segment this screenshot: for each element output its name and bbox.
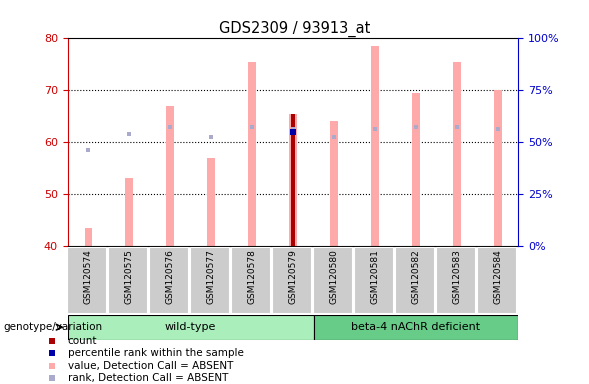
- Bar: [313, 247, 352, 313]
- Bar: [207, 157, 215, 246]
- Bar: [453, 62, 461, 246]
- Text: value, Detection Call = ABSENT: value, Detection Call = ABSENT: [68, 361, 233, 371]
- Bar: [125, 178, 133, 246]
- Bar: [249, 62, 256, 246]
- Bar: [330, 121, 337, 246]
- Bar: [272, 247, 311, 313]
- Text: wild-type: wild-type: [165, 322, 216, 333]
- Bar: [371, 46, 379, 246]
- Text: GSM120584: GSM120584: [494, 249, 502, 304]
- Text: GSM120578: GSM120578: [247, 249, 257, 304]
- Bar: [291, 114, 295, 246]
- Bar: [68, 315, 313, 340]
- Bar: [477, 247, 515, 313]
- Text: GSM120581: GSM120581: [370, 249, 379, 304]
- Text: GDS2309 / 93913_at: GDS2309 / 93913_at: [219, 21, 370, 37]
- Bar: [289, 114, 297, 246]
- Bar: [354, 247, 393, 313]
- Text: rank, Detection Call = ABSENT: rank, Detection Call = ABSENT: [68, 373, 228, 383]
- Bar: [85, 228, 92, 246]
- Bar: [149, 247, 188, 313]
- Bar: [436, 247, 475, 313]
- Text: beta-4 nAChR deficient: beta-4 nAChR deficient: [352, 322, 481, 333]
- Bar: [494, 90, 501, 246]
- Text: GSM120583: GSM120583: [452, 249, 461, 304]
- Bar: [231, 247, 270, 313]
- Text: count: count: [68, 336, 97, 346]
- Text: GSM120582: GSM120582: [411, 249, 421, 304]
- Bar: [108, 247, 147, 313]
- Text: genotype/variation: genotype/variation: [3, 322, 102, 332]
- Bar: [395, 247, 434, 313]
- Text: percentile rank within the sample: percentile rank within the sample: [68, 348, 244, 358]
- Bar: [190, 247, 229, 313]
- Text: GSM120577: GSM120577: [207, 249, 216, 304]
- Bar: [67, 247, 106, 313]
- Bar: [167, 106, 174, 246]
- Text: GSM120579: GSM120579: [289, 249, 297, 304]
- Text: GSM120580: GSM120580: [329, 249, 339, 304]
- Bar: [412, 93, 419, 246]
- Bar: [313, 315, 518, 340]
- Text: GSM120574: GSM120574: [84, 249, 92, 304]
- Text: GSM120576: GSM120576: [166, 249, 175, 304]
- Text: GSM120575: GSM120575: [125, 249, 134, 304]
